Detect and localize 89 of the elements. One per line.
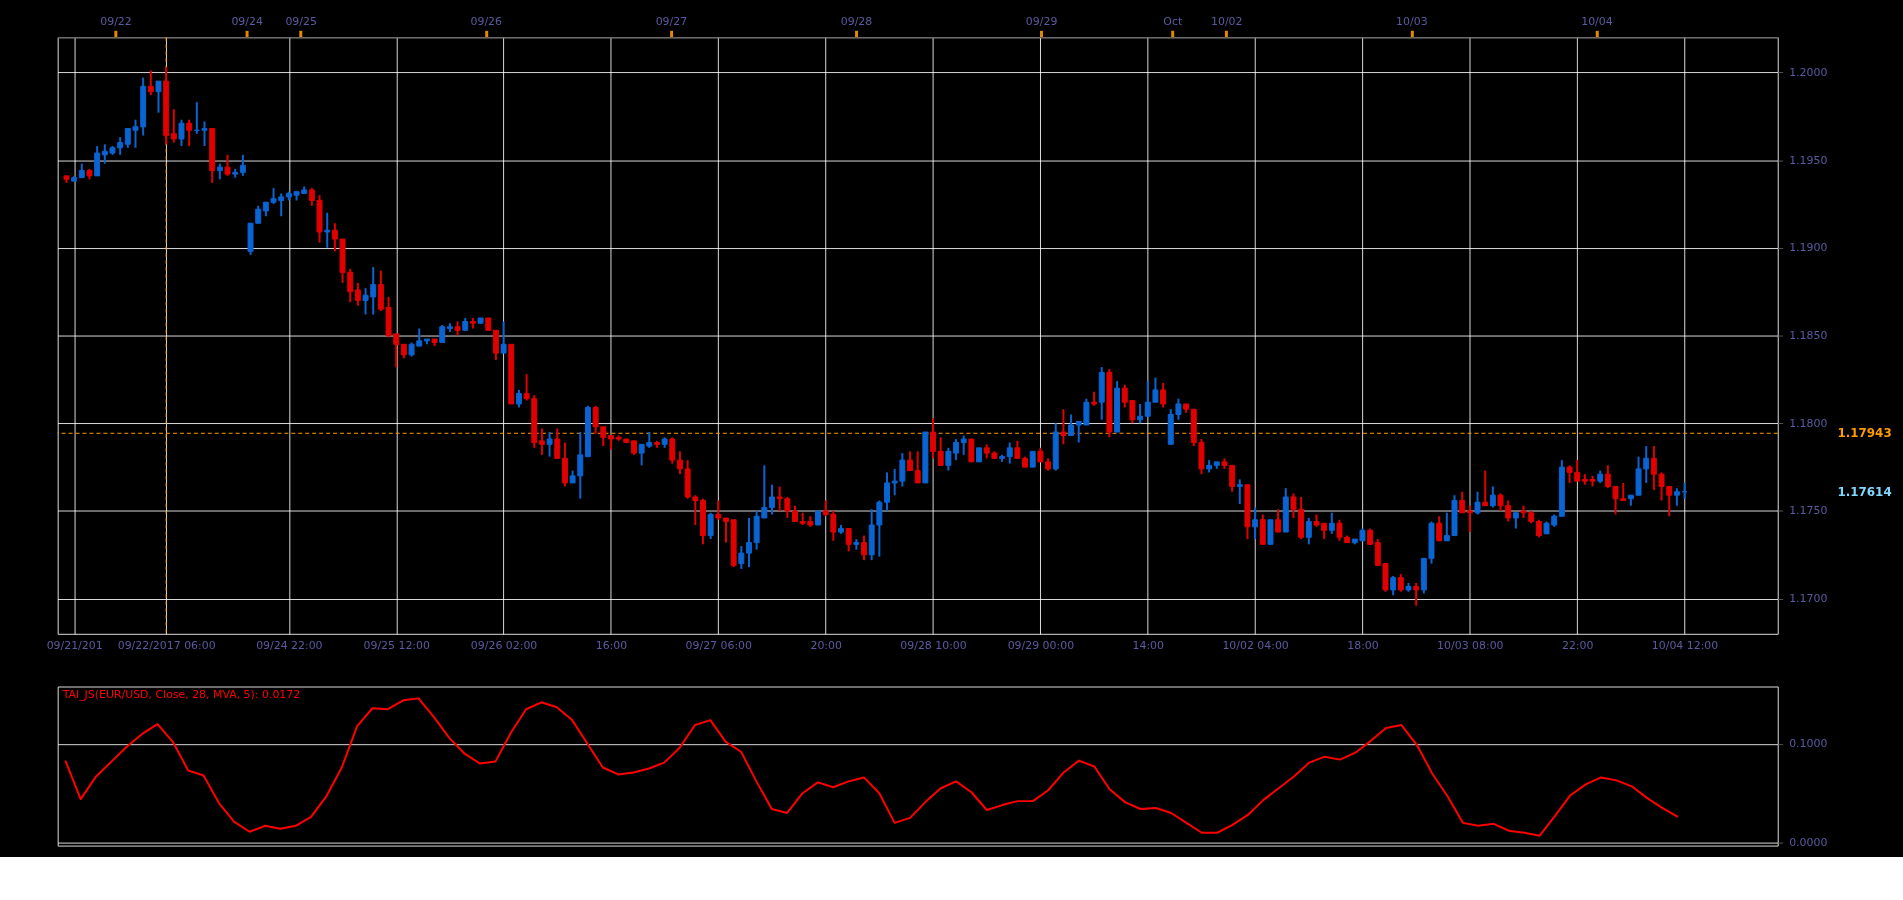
candlestick — [94, 145, 101, 177]
x-tick-label: 18:00 — [1347, 639, 1379, 653]
y-tick-label: 1.1800 — [1789, 416, 1828, 430]
candlestick — [155, 80, 162, 114]
candlestick — [937, 436, 944, 467]
x-tick-label: 09/21/201 — [46, 639, 103, 653]
x-tick-label: 09/28 10:00 — [900, 639, 967, 653]
candlestick — [738, 545, 745, 570]
y-tick-label: 1.1850 — [1789, 329, 1828, 343]
text: 09/22 — [100, 14, 132, 28]
x-tick-label: 09/27 06:00 — [685, 639, 753, 653]
candlestick — [147, 69, 154, 97]
x-tick-label: 22:00 — [1561, 639, 1594, 653]
y-tick-label: 1.1750 — [1789, 504, 1828, 518]
candlestick — [1275, 508, 1282, 534]
candlestick — [960, 434, 967, 456]
y-tick-label: 0.1000 — [1789, 737, 1828, 751]
text: Oct — [1163, 14, 1183, 28]
candlestick — [1137, 402, 1144, 425]
text: 10/04 — [1581, 14, 1613, 28]
text: 10/02 — [1210, 14, 1243, 28]
x-tick-label: 09/22/2017 06:00 — [117, 639, 216, 653]
candlestick — [170, 108, 177, 144]
candlestick — [968, 438, 975, 463]
text: 1.17614 — [1837, 484, 1892, 499]
y-tick-label: 1.2000 — [1789, 65, 1828, 79]
candlestick — [500, 320, 507, 355]
candlestick — [1068, 413, 1075, 437]
text: 10/03 — [1396, 14, 1428, 28]
text: 09/26 — [470, 14, 503, 28]
candlestick — [492, 329, 499, 362]
candlestick — [930, 417, 937, 460]
x-tick-label: 10/02 04:00 — [1222, 639, 1289, 653]
candlestick — [861, 534, 867, 562]
candlestick — [1489, 485, 1496, 509]
text: 09/27 — [655, 14, 688, 28]
candlestick — [884, 471, 891, 512]
candlestick — [914, 450, 921, 484]
candlestick — [538, 427, 545, 456]
candlestick — [746, 517, 752, 569]
candlestick — [669, 436, 676, 465]
y-tick-label: 1.1900 — [1789, 241, 1828, 255]
x-tick-label: 09/29 00:00 — [1007, 639, 1075, 653]
candlestick — [1482, 469, 1489, 507]
candlestick — [1390, 574, 1397, 597]
candlestick — [1474, 490, 1481, 516]
candlestick — [554, 427, 561, 460]
y-tick-label: 1.1700 — [1789, 592, 1828, 606]
y-tick-label: 0.0000 — [1789, 836, 1828, 850]
candlestick — [1160, 381, 1167, 409]
y-tick-label: 1.1950 — [1789, 153, 1828, 167]
x-tick-label: 16:00 — [595, 639, 628, 653]
text: 09/25 — [285, 14, 317, 28]
candlestick — [707, 511, 714, 541]
candlestick — [1436, 515, 1443, 542]
candlestick — [769, 483, 775, 516]
candlestick — [178, 118, 185, 148]
x-tick-label: 09/25 12:00 — [363, 639, 430, 653]
candlestick — [186, 118, 193, 148]
candlestick — [715, 499, 722, 521]
x-tick-label: 20:00 — [810, 639, 842, 653]
candlestick — [1060, 408, 1067, 446]
ref-line-label: 1.17943 — [1837, 426, 1892, 441]
candlestick — [1328, 511, 1335, 535]
candlestick — [1252, 506, 1259, 541]
x-tick-label: 09/26 02:00 — [470, 639, 538, 653]
text: 09/28 — [840, 14, 873, 28]
x-tick-label: 14:00 — [1132, 639, 1165, 653]
x-tick-label: 09/24 22:00 — [256, 639, 323, 653]
candlestick — [224, 153, 231, 177]
candlestick — [845, 527, 852, 553]
candlestick — [1006, 441, 1013, 465]
text: 09/24 — [231, 14, 263, 28]
x-tick-label: 10/04 12:00 — [1651, 639, 1719, 653]
candlestick — [722, 517, 729, 544]
candlestick — [239, 153, 246, 177]
candlestick — [1305, 517, 1312, 546]
candlestick — [201, 120, 208, 148]
candlestick — [354, 281, 361, 307]
candlestick — [1413, 581, 1420, 607]
candlestick — [1459, 490, 1466, 514]
candlestick — [1466, 504, 1473, 534]
x-tick-label: 10/03 08:00 — [1437, 639, 1504, 653]
candlestick — [324, 211, 331, 249]
candlestick — [907, 450, 914, 472]
candlestick — [546, 431, 553, 458]
candlestick — [1236, 478, 1243, 505]
text: 09/29 — [1025, 14, 1058, 28]
text: TAI_JS(EUR/USD, Close, 28, MVA, 5): 0.0172 — [61, 688, 301, 702]
